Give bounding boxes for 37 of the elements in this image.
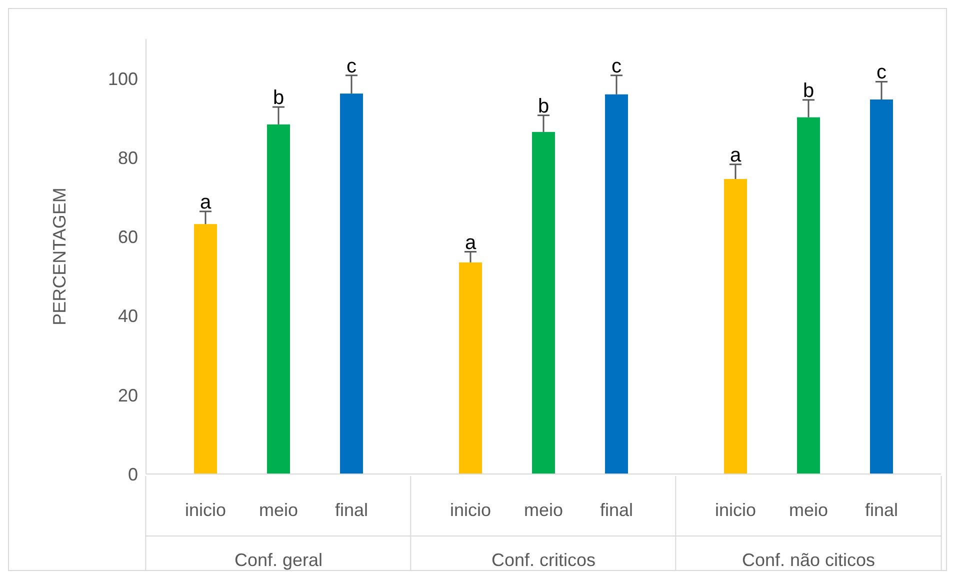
data-label: b	[802, 80, 814, 102]
y-tick-label: 80	[118, 148, 138, 168]
data-label: a	[730, 144, 742, 166]
bar	[459, 262, 482, 474]
data-label: a	[200, 191, 212, 214]
text: inicio	[714, 500, 756, 520]
x-tick-label: Conf. criticos	[491, 550, 596, 570]
x-tick-label: Conf. geral	[234, 550, 323, 570]
bar	[267, 124, 290, 474]
x-tick-label: Conf. não citicos	[742, 550, 876, 570]
series-label: final	[334, 500, 368, 520]
series-label: inicio	[184, 500, 226, 520]
y-tick-label: 100	[108, 68, 138, 89]
text: final	[600, 500, 634, 520]
y-tick-label: 20	[118, 385, 138, 406]
data-label: b	[538, 95, 550, 118]
bar	[724, 178, 747, 474]
data-label: b	[272, 87, 284, 110]
data-label: a	[464, 232, 477, 254]
bar	[605, 94, 628, 474]
text: meio	[788, 500, 828, 520]
series-label: meio	[258, 500, 298, 520]
bar	[532, 132, 555, 474]
bar	[340, 94, 363, 474]
bar	[870, 100, 893, 474]
y-tick-label: 0	[128, 464, 138, 484]
bar	[797, 117, 820, 474]
data-label: c	[346, 55, 356, 78]
bar	[194, 224, 217, 474]
data-label: c	[612, 55, 622, 78]
y-axis-title: PERCENTAGEM	[49, 188, 70, 326]
y-tick-label: 60	[118, 227, 138, 248]
data-label: c	[876, 62, 886, 84]
text: inicio	[450, 500, 492, 520]
y-tick-label: 40	[118, 306, 138, 326]
text: meio	[524, 500, 564, 520]
text: final	[864, 500, 898, 520]
